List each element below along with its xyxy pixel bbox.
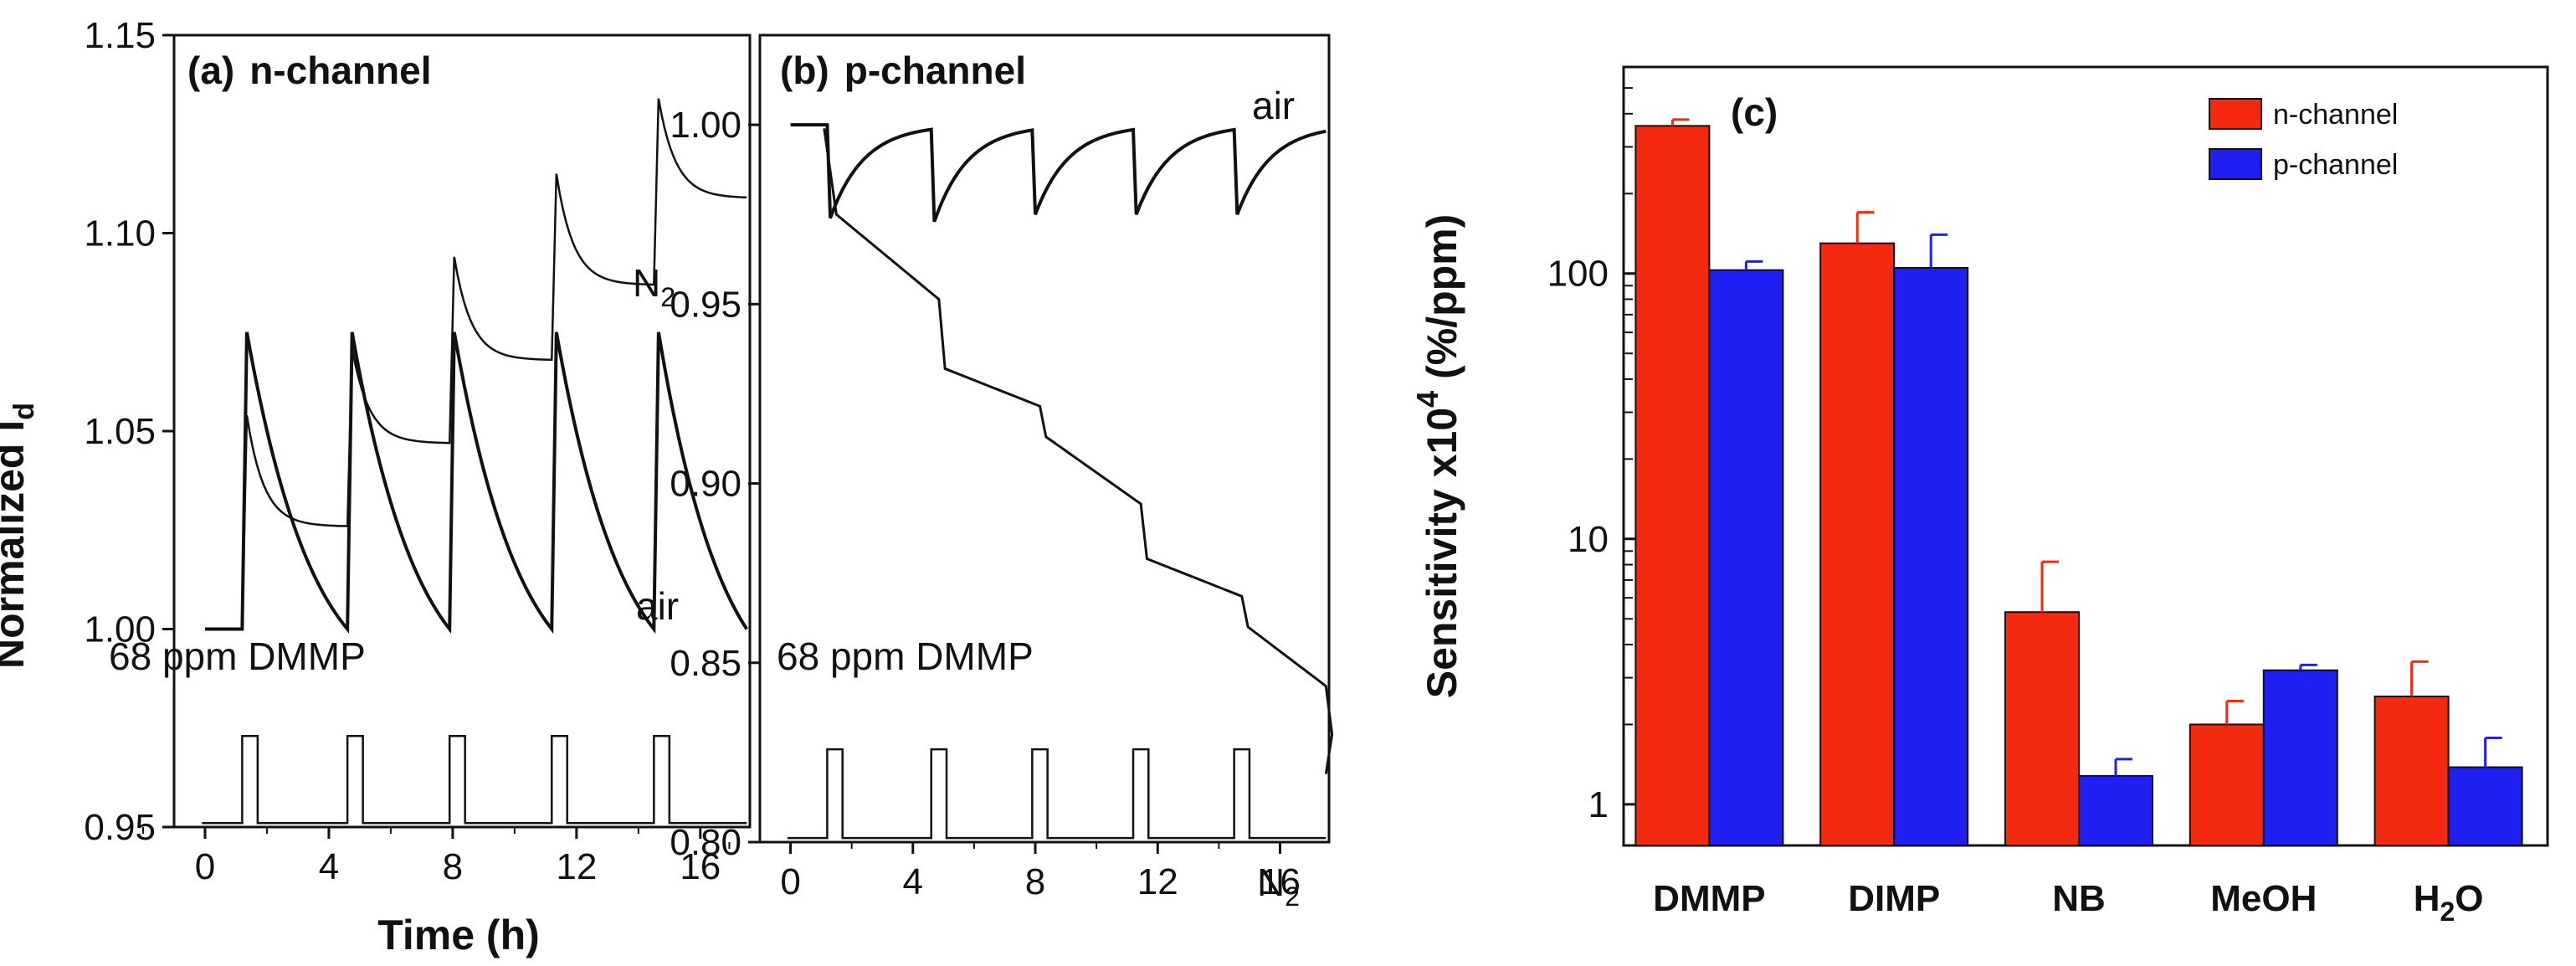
category-label: DIMP (1848, 878, 1940, 919)
category-label: MeOH (2210, 878, 2317, 919)
y-tick-label: 1.05 (84, 411, 156, 452)
plot-frame-1 (758, 33, 1331, 844)
bar-n-channel-DIMP (1819, 242, 1896, 847)
category-label-main: MeOH (2210, 878, 2317, 919)
panel-a-air-label: air (636, 584, 679, 628)
panel-b-label: (b) p-channel (780, 49, 1026, 92)
category-label-main: DMMP (1653, 878, 1765, 919)
series-line-air (790, 123, 1326, 223)
bar-p-channel-DMMP (1708, 269, 1784, 846)
panel-b-pulse-label: 68 ppm DMMP (777, 635, 1034, 678)
category-label-main: DIMP (1848, 878, 1940, 919)
category-label: DMMP (1653, 878, 1765, 919)
y-tick-label: 0.80 (670, 822, 741, 863)
y-tick-label: 1 (1588, 784, 1609, 825)
panel-c-label: (c) (1731, 90, 1778, 134)
x-tick-label: 16 (680, 846, 721, 887)
panel-a-n-channel: Normalized Id (a)n-channel 68 ppm DMMP N… (0, 15, 752, 958)
legend-label-p-channel: p-channel (2273, 149, 2398, 181)
panel-b-air-label: air (1252, 84, 1295, 127)
bar-n-channel-MeOH (2189, 723, 2265, 847)
category-label-main: H (2414, 878, 2440, 919)
x-tick-label: 16 (1260, 861, 1301, 902)
category-label-sub: 2 (2440, 897, 2455, 927)
y-tick-label: 0.95 (84, 807, 156, 848)
x-tick-label: 4 (319, 846, 339, 887)
bar-n-channel-NB (2004, 611, 2080, 847)
y-tick-label: 0.85 (670, 643, 741, 684)
dmmp-pulse-train (202, 734, 747, 825)
x-tick-label: 12 (556, 846, 597, 887)
panel-a-label: (a) n-channel (187, 49, 431, 92)
bar-p-channel-MeOH (2262, 669, 2338, 847)
x-tick-label: 4 (903, 861, 923, 902)
legend-swatch-n-channel (2209, 98, 2262, 130)
y-tick-label: 1.00 (84, 609, 156, 650)
x-tick-label: 8 (1025, 861, 1045, 902)
y-tick-label: 1.15 (84, 15, 156, 56)
plot-frame-0 (172, 33, 752, 829)
y-tick-label: 0.95 (670, 284, 741, 325)
series-line-air (204, 331, 748, 635)
legend-swatch-p-channel (2209, 148, 2262, 180)
time-axis-label: Time (h) (377, 912, 540, 958)
category-label: H2O (2414, 878, 2484, 927)
category-label: NB (2052, 878, 2106, 919)
panel-a-ylabel: Normalized Id (0, 403, 40, 669)
y-tick-label: 10 (1568, 519, 1609, 560)
panel-b-p-channel: (b) p-channel air N2 68 ppm DMMP 0 4 8 12 160… (670, 33, 1334, 912)
x-tick-label: 0 (780, 861, 800, 902)
category-label-tail: O (2455, 878, 2483, 919)
legend-label-n-channel: n-channel (2273, 99, 2398, 131)
panel-b-n2-label: N2 (1257, 861, 1300, 912)
y-tick-label: 1.10 (84, 213, 156, 254)
bar-p-channel-NB (2078, 774, 2153, 847)
panel-c-sensitivity: Sensitivity x104 (%/ppm) (c) 1 10 100 DMMP D… (1410, 65, 2549, 927)
bar-p-channel-H₂O (2447, 766, 2523, 847)
x-tick-label: 12 (1137, 861, 1178, 902)
series-line-N2 (204, 98, 747, 630)
y-tick-label: 1.00 (670, 105, 741, 146)
panel-a-pulse-label: 68 ppm DMMP (109, 635, 366, 678)
bar-p-channel-DIMP (1893, 267, 1969, 846)
series-line-N2 (823, 128, 1334, 774)
panel-c-ylabel: Sensitivity x104 (%/ppm) (1410, 214, 1465, 699)
bar-n-channel-DMMP (1634, 125, 1711, 847)
bar-legend: n-channel p-channel (2209, 98, 2398, 181)
y-tick-label: 0.90 (670, 464, 741, 505)
dmmp-pulse-train (787, 748, 1326, 840)
bar-n-channel-H₂O (2373, 695, 2450, 847)
y-tick-label: 100 (1547, 254, 1609, 295)
panel-a-n2-label: N2 (633, 261, 675, 312)
category-label-main: NB (2052, 878, 2106, 919)
x-tick-label: 0 (195, 846, 215, 887)
x-tick-label: 8 (443, 846, 463, 887)
